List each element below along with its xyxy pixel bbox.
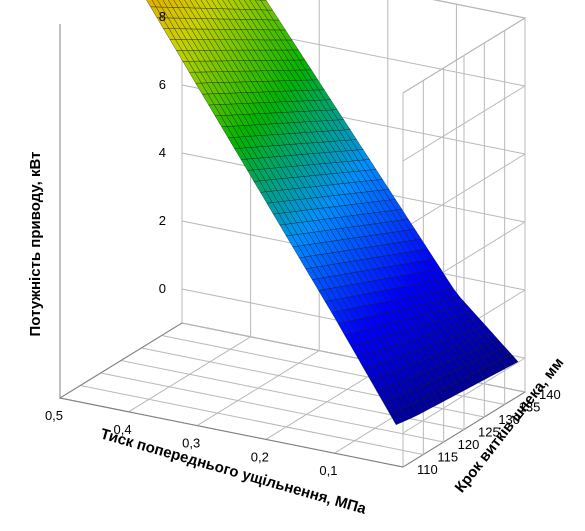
z-tick-label: 8 xyxy=(159,9,166,24)
z-tick-label: 0 xyxy=(159,281,166,296)
gridline-floor xyxy=(100,372,444,443)
surface-cell xyxy=(151,0,162,8)
y-tick-label: 125 xyxy=(478,425,500,440)
z-tick-label: 6 xyxy=(159,77,166,92)
y-tick-label: 130 xyxy=(498,412,520,427)
x-tick-label: 0,1 xyxy=(319,463,337,478)
gridline-floor xyxy=(80,385,424,455)
chart-front-edges xyxy=(59,24,404,468)
front-edge xyxy=(59,322,183,399)
chart-surface xyxy=(146,0,519,426)
y-tick-label: 115 xyxy=(437,450,458,465)
surface-cell xyxy=(162,0,174,8)
y-tick-label: 110 xyxy=(417,462,438,477)
y-tick-label: 135 xyxy=(519,400,541,415)
y-tick-label: 120 xyxy=(458,437,480,452)
surface-cell xyxy=(157,0,168,8)
front-edge xyxy=(59,397,404,468)
chart-tick-labels: 02468100,10,20,30,40,5110115120125130135… xyxy=(45,9,561,478)
gridline-z xyxy=(432,0,526,19)
z-tick-label: 4 xyxy=(159,145,166,160)
x-tick-label: 0,2 xyxy=(251,449,269,464)
x-tick-label: 0,5 xyxy=(45,408,63,423)
z-tick-label: 2 xyxy=(159,213,166,228)
x-tick-label: 0,3 xyxy=(182,436,200,451)
x-tick-label: 0,4 xyxy=(114,422,132,437)
y-tick-label: 140 xyxy=(539,387,561,402)
z-axis-title: Потужність приводу, кВт xyxy=(27,152,44,337)
surface-cell xyxy=(146,0,157,8)
